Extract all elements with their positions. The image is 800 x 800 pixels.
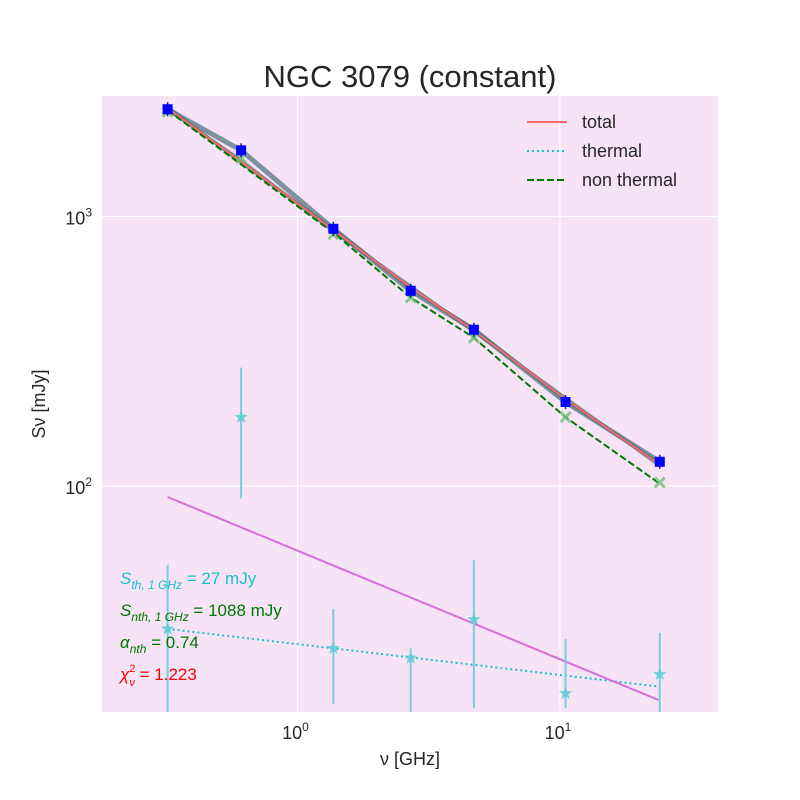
legend-label: non thermal bbox=[582, 170, 677, 190]
magenta-line bbox=[167, 496, 661, 702]
measured-point bbox=[328, 223, 339, 234]
x-axis-label: ν [GHz] bbox=[380, 749, 440, 769]
x-tick-label: 101 bbox=[545, 720, 572, 743]
measured-point bbox=[654, 456, 665, 467]
fit-annotation: χ2 ν = 1.223 bbox=[118, 663, 197, 689]
tick-labels: 100 101 102 103 bbox=[65, 206, 571, 743]
measured-point bbox=[236, 145, 247, 156]
non-thermal-point bbox=[559, 411, 572, 424]
measured-point bbox=[468, 324, 479, 335]
thermal-point bbox=[326, 641, 340, 654]
thermal-point bbox=[558, 686, 573, 699]
y-axis-label: Sν [mJy] bbox=[29, 369, 49, 438]
thermal-point bbox=[234, 410, 248, 423]
measured-point bbox=[162, 104, 173, 115]
fit-annotation: Sth, 1 GHz = 27 mJy bbox=[120, 569, 257, 592]
x-tick-label: 100 bbox=[282, 720, 309, 743]
measured-point bbox=[405, 285, 416, 296]
chart-title: NGC 3079 (constant) bbox=[264, 59, 557, 94]
fit-annotation: Snth, 1 GHz = 1088 mJy bbox=[120, 601, 282, 624]
y-tick-label: 102 bbox=[65, 475, 92, 498]
non-thermal-point bbox=[653, 476, 666, 489]
fit-annotations: Sth, 1 GHz = 27 mJy Snth, 1 GHz = 1088 mJ… bbox=[118, 569, 282, 689]
thermal-point bbox=[467, 612, 481, 625]
thermal-point bbox=[653, 667, 667, 680]
plot-area bbox=[102, 96, 718, 712]
measured-point bbox=[560, 396, 571, 407]
fit-annotation: αnth = 0.74 bbox=[120, 633, 199, 656]
thermal-point bbox=[404, 651, 418, 664]
series-markers bbox=[160, 102, 667, 712]
legend-label: thermal bbox=[582, 141, 642, 161]
y-tick-label: 103 bbox=[65, 206, 92, 229]
legend: total thermal non thermal bbox=[527, 112, 677, 190]
legend-label: total bbox=[582, 112, 616, 132]
thermal-point bbox=[160, 621, 175, 635]
